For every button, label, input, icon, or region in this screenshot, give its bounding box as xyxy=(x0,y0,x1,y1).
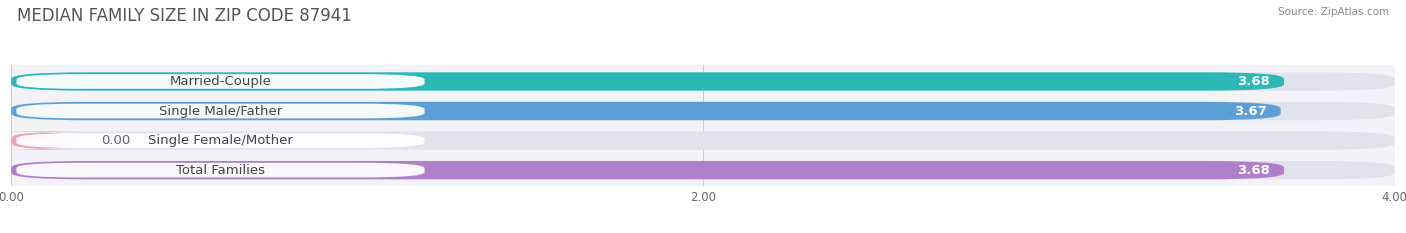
FancyBboxPatch shape xyxy=(11,102,1281,120)
FancyBboxPatch shape xyxy=(17,104,425,118)
FancyBboxPatch shape xyxy=(11,72,1284,91)
Text: MEDIAN FAMILY SIZE IN ZIP CODE 87941: MEDIAN FAMILY SIZE IN ZIP CODE 87941 xyxy=(17,7,352,25)
Text: 0.00: 0.00 xyxy=(101,134,131,147)
FancyBboxPatch shape xyxy=(17,133,425,148)
Text: 3.68: 3.68 xyxy=(1237,164,1270,177)
Text: 3.67: 3.67 xyxy=(1234,105,1267,117)
FancyBboxPatch shape xyxy=(11,72,1395,91)
FancyBboxPatch shape xyxy=(17,74,425,89)
Text: Married-Couple: Married-Couple xyxy=(170,75,271,88)
Text: Single Female/Mother: Single Female/Mother xyxy=(148,134,292,147)
FancyBboxPatch shape xyxy=(0,131,87,150)
FancyBboxPatch shape xyxy=(17,163,425,178)
FancyBboxPatch shape xyxy=(11,131,1395,150)
Text: Total Families: Total Families xyxy=(176,164,264,177)
FancyBboxPatch shape xyxy=(11,161,1284,179)
Text: Single Male/Father: Single Male/Father xyxy=(159,105,283,117)
Text: Source: ZipAtlas.com: Source: ZipAtlas.com xyxy=(1278,7,1389,17)
Text: 3.68: 3.68 xyxy=(1237,75,1270,88)
FancyBboxPatch shape xyxy=(11,161,1395,179)
FancyBboxPatch shape xyxy=(11,102,1395,120)
